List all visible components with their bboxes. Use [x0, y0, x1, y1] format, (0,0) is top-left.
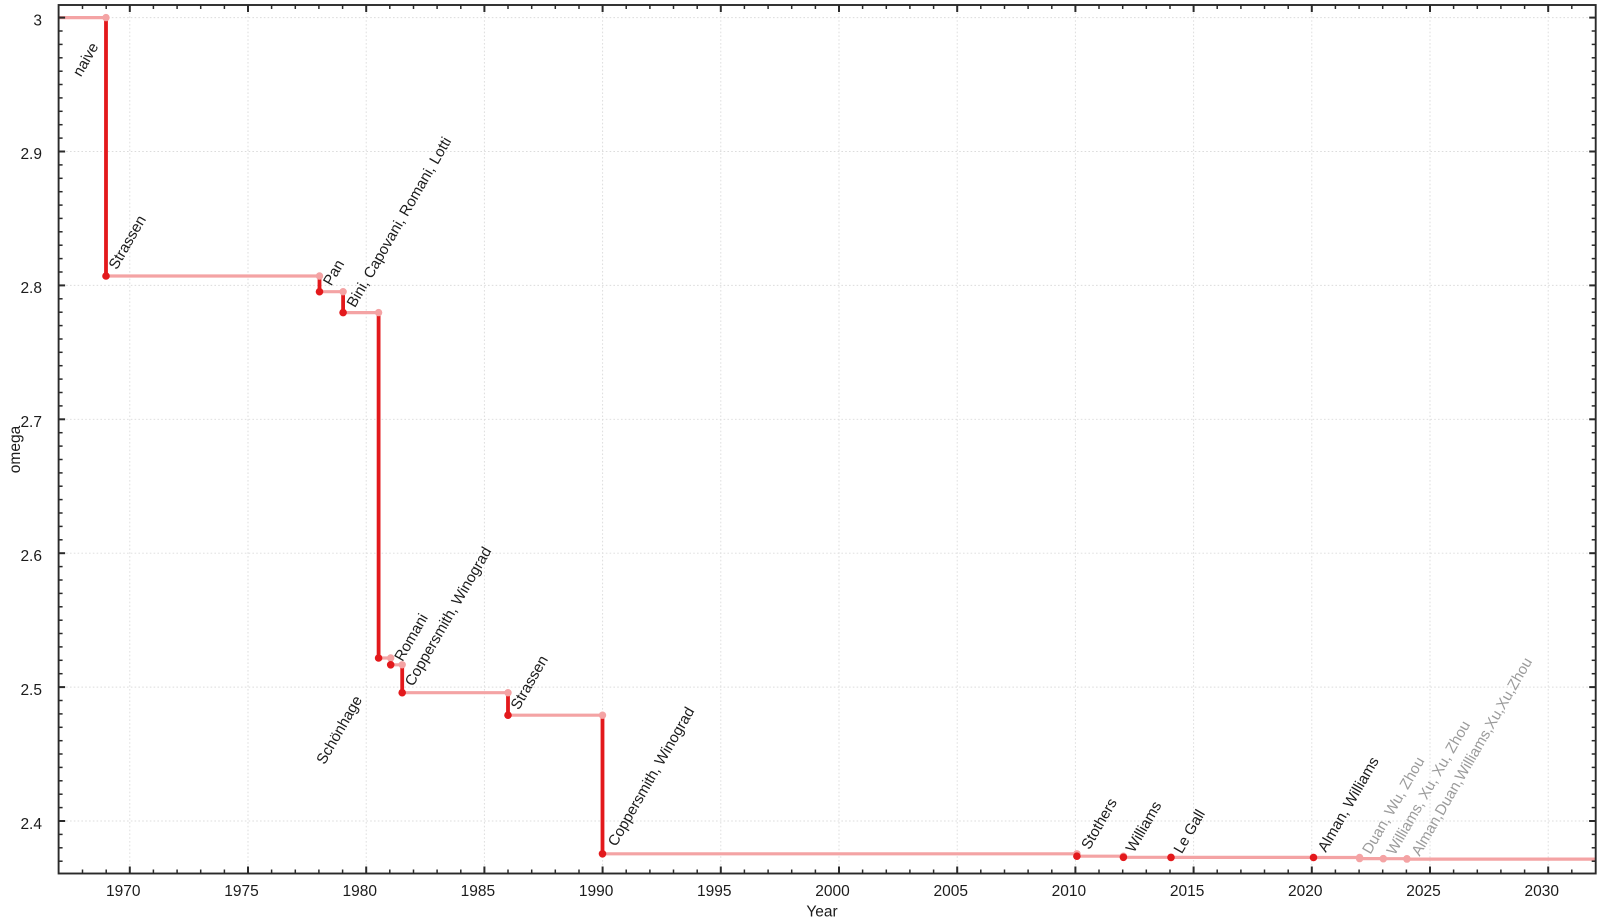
svg-text:Year: Year [806, 904, 837, 920]
svg-text:2020: 2020 [1288, 883, 1323, 900]
svg-text:2005: 2005 [933, 883, 967, 900]
svg-text:1995: 1995 [697, 883, 731, 900]
svg-text:2.8: 2.8 [20, 280, 42, 297]
svg-text:2.4: 2.4 [20, 816, 42, 833]
svg-text:2025: 2025 [1406, 883, 1440, 900]
svg-text:omega: omega [7, 425, 24, 473]
svg-text:2.7: 2.7 [20, 414, 42, 431]
svg-text:2.6: 2.6 [20, 548, 42, 565]
svg-text:2010: 2010 [1052, 883, 1087, 900]
svg-text:2.5: 2.5 [20, 682, 42, 699]
svg-text:3: 3 [33, 12, 42, 29]
svg-text:2000: 2000 [815, 883, 850, 900]
svg-text:1980: 1980 [342, 883, 377, 900]
svg-text:2.9: 2.9 [20, 146, 42, 163]
svg-text:2030: 2030 [1524, 883, 1559, 900]
svg-text:2015: 2015 [1170, 883, 1204, 900]
svg-text:1985: 1985 [461, 883, 495, 900]
svg-text:1970: 1970 [106, 883, 141, 900]
svg-text:1990: 1990 [579, 883, 614, 900]
svg-text:1975: 1975 [224, 883, 258, 900]
